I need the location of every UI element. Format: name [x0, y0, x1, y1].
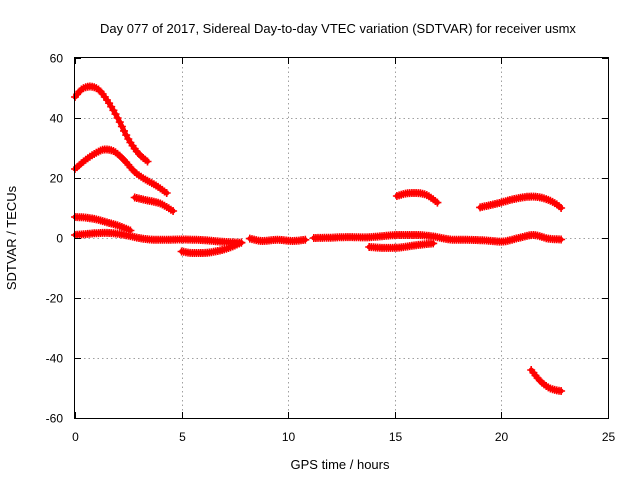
data-point-marker — [301, 235, 310, 244]
data-point-marker — [143, 157, 152, 166]
y-tick-label: -40 — [46, 352, 64, 366]
data-layer — [71, 82, 566, 395]
series-arc-11 — [476, 192, 566, 212]
series-arc-5 — [71, 228, 246, 247]
y-tick-label: -20 — [46, 292, 64, 306]
series-arc-10 — [392, 189, 442, 207]
x-axis-label: GPS time / hours — [291, 457, 390, 472]
data-point-marker — [433, 198, 442, 207]
chart-title: Day 077 of 2017, Sidereal Day-to-day VTE… — [100, 21, 576, 36]
series-arc-7 — [245, 234, 310, 245]
data-point-marker — [557, 204, 566, 212]
data-point-marker — [429, 239, 438, 248]
series-arc-9 — [365, 239, 438, 252]
x-tick-label: 20 — [495, 430, 509, 444]
data-point-marker — [120, 126, 128, 135]
x-tick-label: 15 — [389, 430, 403, 444]
data-point-marker — [162, 189, 171, 197]
y-tick-label: 60 — [50, 52, 64, 66]
series-arc-1 — [71, 82, 152, 166]
y-tick-label: 20 — [50, 172, 64, 186]
series-arc-3 — [130, 193, 178, 215]
ticks: 0 5 10 15 20 25 -60 -40 -20 0 20 40 60 — [46, 52, 616, 445]
x-tick-label: 25 — [602, 430, 616, 444]
series-arc-12 — [527, 366, 566, 395]
series-arc-8 — [309, 231, 566, 246]
y-tick-label: -60 — [46, 412, 64, 426]
data-point-marker — [117, 122, 126, 131]
x-tick-label: 0 — [72, 430, 79, 444]
series-arc-2 — [71, 145, 171, 197]
y-axis-label: SDTVAR / TECUs — [4, 185, 19, 290]
data-point-marker — [169, 207, 178, 215]
data-point-marker — [237, 238, 246, 247]
y-tick-label: 0 — [56, 232, 63, 246]
series-arc-4 — [71, 213, 135, 235]
data-point-marker — [557, 235, 566, 244]
x-tick-label: 10 — [282, 430, 296, 444]
series-arc-6 — [177, 238, 246, 257]
data-point-marker — [115, 118, 124, 127]
plot-frame — [74, 57, 609, 419]
x-tick-label: 5 — [179, 430, 186, 444]
y-tick-label: 40 — [50, 112, 64, 126]
data-point-marker — [113, 114, 122, 122]
data-point-marker — [557, 387, 566, 395]
